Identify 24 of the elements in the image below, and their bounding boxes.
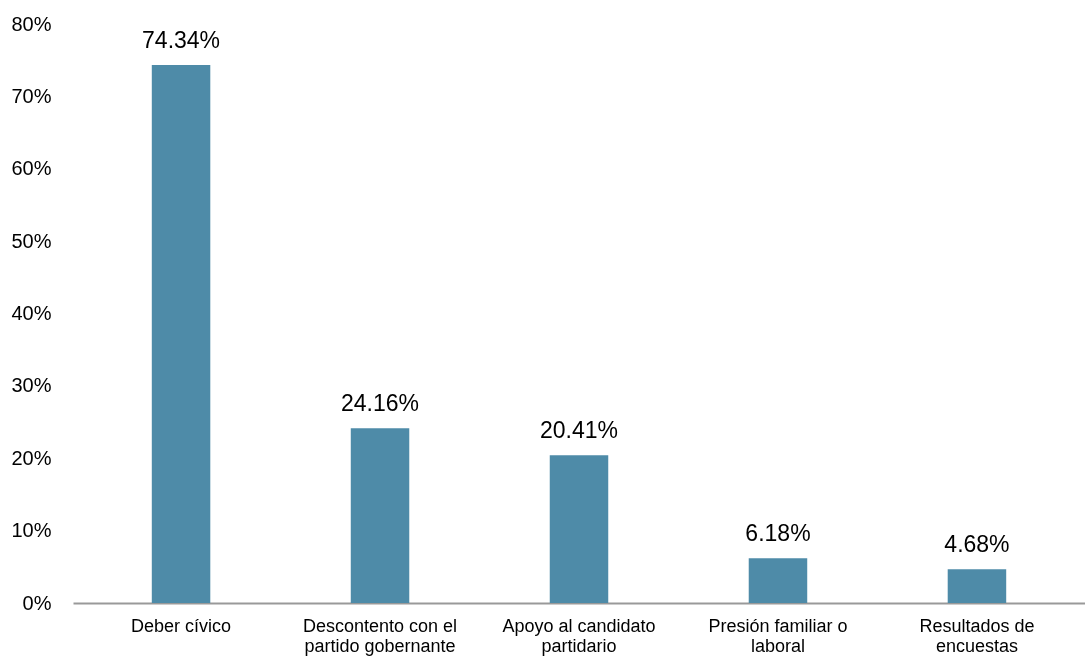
y-tick-label: 80% — [11, 12, 52, 35]
x-tick-label: Apoyo al candidato partidario — [502, 615, 656, 656]
y-tick-label: 60% — [11, 157, 52, 180]
data-label: 4.68% — [944, 531, 1010, 558]
y-tick-label: 30% — [11, 374, 52, 397]
bar — [549, 455, 609, 603]
data-label: 74.34% — [142, 26, 221, 53]
y-tick-label: 10% — [11, 519, 52, 542]
x-tick-label: Presión familiar o laboral — [708, 615, 848, 656]
x-tick-label: Resultados de encuestas — [919, 615, 1035, 656]
data-label: 20.41% — [539, 417, 619, 444]
y-tick-label: 50% — [11, 229, 52, 252]
bar — [947, 569, 1007, 603]
data-label: 24.16% — [341, 390, 420, 417]
y-tick-label: 40% — [11, 302, 52, 324]
x-tick-label: Deber cívico — [131, 615, 232, 636]
y-tick-label: 0% — [22, 591, 52, 614]
bar — [151, 64, 211, 603]
bar — [748, 558, 808, 603]
data-label: 6.18% — [745, 520, 811, 547]
y-tick-label: 70% — [11, 84, 52, 107]
x-tick-label: Descontento con el partido gobernante — [302, 615, 458, 656]
bar — [350, 428, 410, 603]
y-tick-label: 20% — [11, 446, 52, 469]
